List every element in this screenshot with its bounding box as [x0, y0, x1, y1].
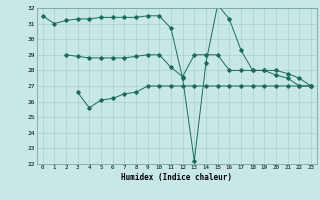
X-axis label: Humidex (Indice chaleur): Humidex (Indice chaleur) — [121, 173, 232, 182]
